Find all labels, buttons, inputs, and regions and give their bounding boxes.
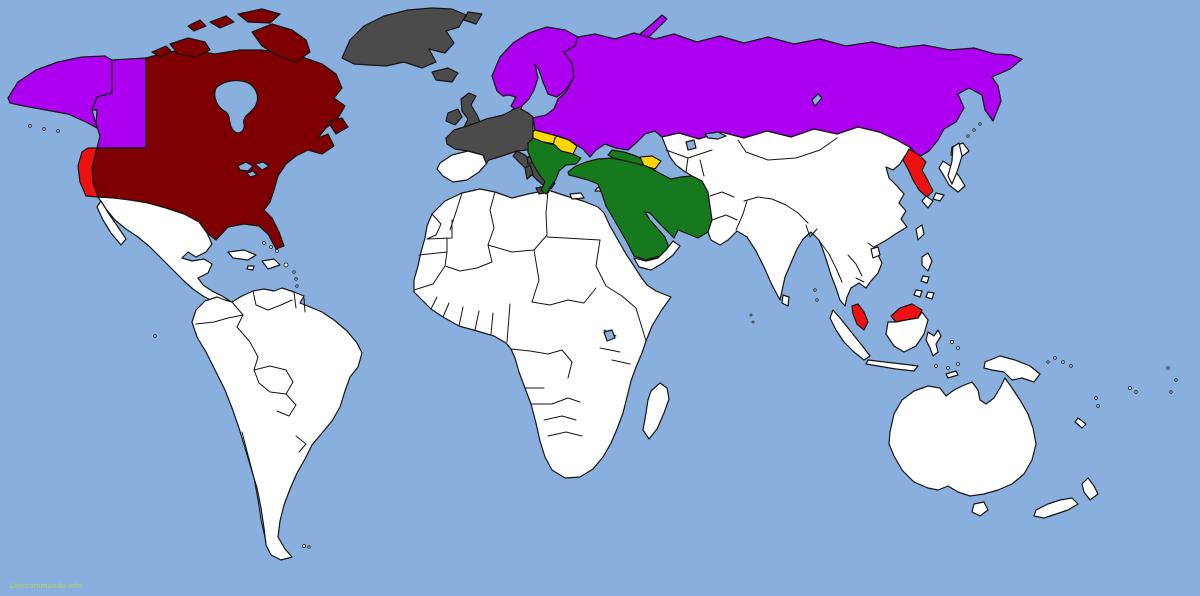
- asia-borders: [665, 137, 877, 283]
- region-new-zealand: [1033, 477, 1099, 519]
- region-baja-california: [96, 200, 127, 246]
- hudson-bay: [214, 79, 259, 134]
- region-sakhalin: [947, 142, 963, 185]
- region-sumatra: [829, 309, 871, 361]
- lake-baikal: [811, 93, 823, 107]
- region-malaysia-peninsular: [851, 303, 869, 331]
- region-scandinavia: [491, 26, 579, 110]
- region-tasmania: [971, 501, 989, 517]
- pacific-islands: [1046, 356, 1178, 429]
- region-sulawesi: [925, 329, 942, 357]
- region-hainan: [870, 246, 881, 259]
- region-africa: [413, 188, 672, 479]
- region-middle-east: [567, 157, 713, 261]
- region-sardinia: [524, 164, 534, 180]
- region-borneo: [885, 311, 929, 353]
- aleutian-islands: [28, 124, 60, 133]
- region-australia: [888, 377, 1037, 497]
- region-balkans: [527, 137, 582, 195]
- region-philippines: [913, 252, 935, 300]
- region-iberia: [436, 150, 488, 183]
- africa-borders: [413, 190, 647, 437]
- region-korea: [902, 148, 934, 198]
- region-madagascar: [642, 382, 670, 440]
- aral-sea: [685, 139, 697, 151]
- region-iceland: [431, 67, 459, 83]
- region-california: [77, 147, 99, 198]
- region-java: [865, 359, 919, 372]
- region-south-america: [191, 287, 363, 561]
- region-arctic-islands: [151, 8, 311, 63]
- region-caribbean: [227, 241, 299, 288]
- region-taiwan: [915, 224, 925, 241]
- region-russia-eastern-europe: [532, 32, 1023, 158]
- region-asia: [661, 126, 912, 307]
- kuril-islands: [966, 122, 982, 138]
- galapagos: [153, 334, 157, 338]
- region-greenland-northeast: [463, 11, 483, 25]
- region-western-europe: [445, 92, 541, 164]
- region-newfoundland: [327, 117, 349, 135]
- region-greenland: [341, 7, 467, 69]
- great-lakes: [237, 161, 270, 178]
- region-crete: [569, 192, 585, 200]
- south-america-borders: [195, 290, 307, 543]
- region-mexico-central-america: [97, 196, 231, 308]
- lake-victoria: [603, 329, 616, 342]
- region-new-guinea: [983, 355, 1041, 383]
- lake-balkhash: [704, 131, 727, 140]
- region-sri-lanka: [781, 294, 790, 307]
- region-yemen-oman: [633, 240, 681, 271]
- indonesia-small-islands: [749, 288, 960, 379]
- region-ireland: [445, 108, 463, 126]
- falkland-islands: [302, 544, 306, 548]
- watermark: Linkcommando info: [10, 582, 83, 590]
